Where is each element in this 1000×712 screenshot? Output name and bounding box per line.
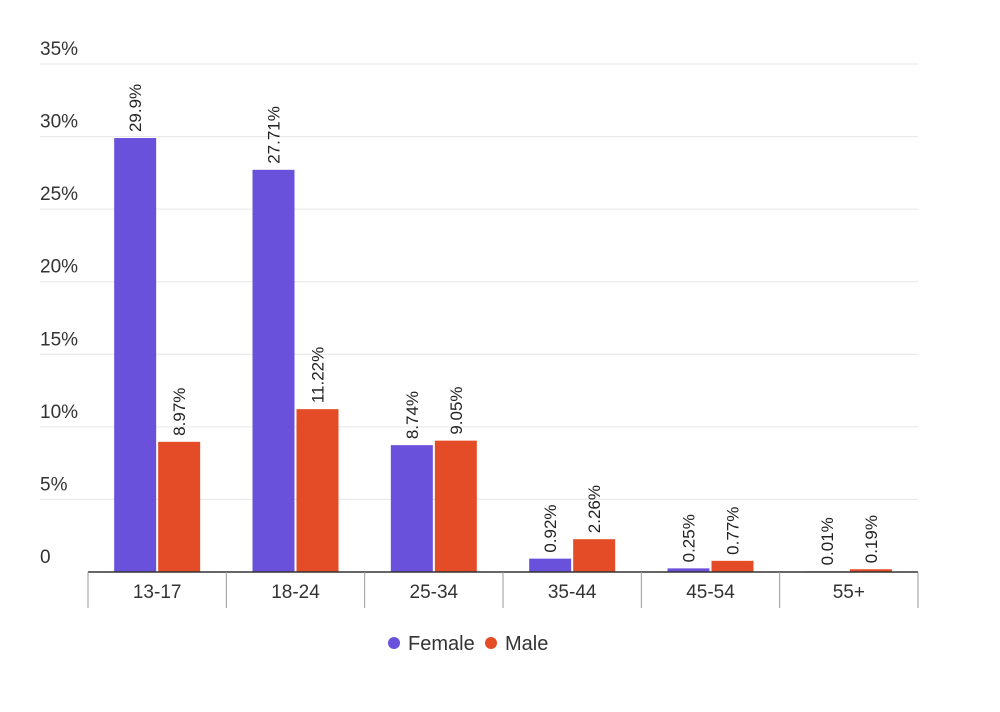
bar-female-35-44 bbox=[529, 558, 572, 572]
x-tick-label: 35-44 bbox=[548, 582, 597, 603]
data-label: 29.9% bbox=[126, 84, 145, 132]
data-labels: 29.9% 8.97% 27.71% 11.22% 8.74% 9.05% 0.92% 2.2… bbox=[126, 84, 881, 566]
bar-female-13-17 bbox=[114, 138, 157, 572]
data-label: 27.71% bbox=[265, 106, 284, 164]
legend: Female Male bbox=[388, 633, 548, 655]
legend-label-male: Male bbox=[505, 633, 548, 655]
legend-label-female: Female bbox=[408, 633, 475, 655]
y-tick-label: 10% bbox=[40, 402, 78, 423]
data-label: 0.25% bbox=[680, 514, 699, 562]
y-tick-label: 25% bbox=[40, 184, 78, 205]
data-label: 0.92% bbox=[541, 504, 560, 552]
x-tick-label: 55+ bbox=[833, 582, 865, 603]
y-tick-label: 0 bbox=[40, 547, 51, 568]
legend-marker-female bbox=[388, 637, 400, 649]
bar-male-18-24 bbox=[296, 409, 339, 572]
data-label: 8.97% bbox=[170, 388, 189, 436]
bars bbox=[114, 138, 892, 572]
data-label: 9.05% bbox=[447, 386, 466, 434]
data-label: 11.22% bbox=[309, 347, 328, 403]
x-tick-label: 25-34 bbox=[410, 582, 459, 603]
legend-marker-male bbox=[485, 637, 497, 649]
y-axis-ticks: 0 5% 10% 15% 20% 25% 30% 35% bbox=[40, 39, 78, 568]
y-tick-label: 5% bbox=[40, 474, 68, 495]
y-tick-label: 30% bbox=[40, 112, 78, 133]
data-label: 0.01% bbox=[818, 517, 837, 565]
bar-male-35-44 bbox=[573, 539, 616, 572]
bar-male-25-34 bbox=[434, 440, 477, 572]
data-label: 0.19% bbox=[862, 515, 881, 563]
x-tick-label: 13-17 bbox=[133, 582, 182, 603]
y-tick-label: 15% bbox=[40, 329, 78, 350]
y-tick-label: 35% bbox=[40, 39, 78, 60]
data-label: 8.74% bbox=[403, 391, 422, 439]
y-tick-label: 20% bbox=[40, 257, 78, 278]
bar-male-55+ bbox=[849, 569, 892, 572]
x-tick-label: 45-54 bbox=[686, 582, 735, 603]
gridlines bbox=[40, 63, 918, 500]
bar-female-25-34 bbox=[390, 445, 433, 572]
data-label: 2.26% bbox=[585, 485, 604, 533]
bar-female-45-54 bbox=[667, 568, 710, 572]
bar-female-18-24 bbox=[252, 169, 295, 572]
data-label: 0.77% bbox=[724, 507, 743, 555]
x-tick-label: 18-24 bbox=[271, 582, 320, 603]
bar-male-45-54 bbox=[711, 560, 754, 572]
bar-male-13-17 bbox=[158, 441, 201, 572]
x-axis: 13-17 18-24 25-34 35-44 45-54 55+ bbox=[87, 571, 919, 608]
